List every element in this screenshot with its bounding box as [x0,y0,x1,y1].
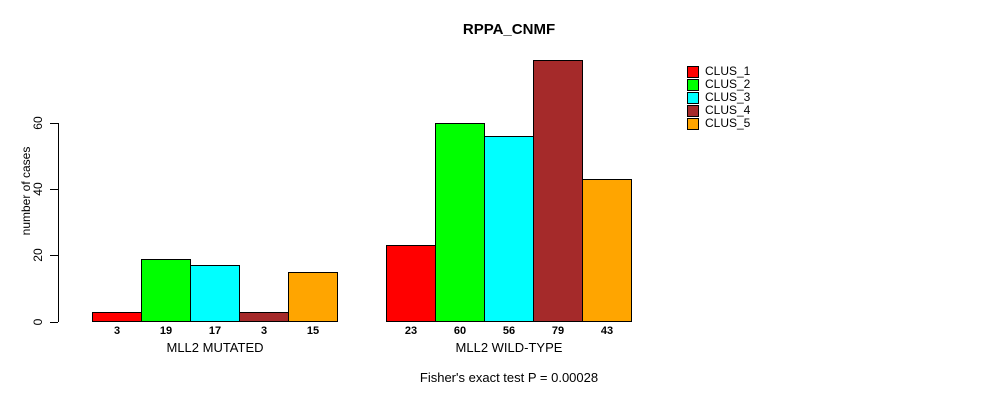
bar-value-label: 17 [208,325,222,337]
bar-clus_4-group1 [239,311,289,322]
fisher-test-annotation: Fisher's exact test P = 0.00028 [419,370,599,385]
legend-label: CLUS_4 [705,103,751,117]
bar-value-label: 60 [453,325,467,337]
y-axis-line [58,123,59,322]
bar-value-label: 15 [306,325,320,337]
y-tick-label: 20 [31,248,45,262]
legend-item-clus_2: CLUS_2 [687,78,750,91]
bar-clus_2-group2 [435,123,485,322]
bar-clus_1-group2 [386,245,436,322]
y-tick-label: 40 [31,182,45,196]
bar-value-label: 19 [159,325,173,337]
x-category-label: MLL2 WILD-TYPE [455,340,563,355]
legend-swatch-icon [687,91,699,104]
bar-clus_1-group1 [92,311,142,322]
legend-swatch-icon [687,104,699,117]
y-axis-tick [50,255,58,257]
chart-title: RPPA_CNMF [462,21,556,38]
bar-value-label: 43 [600,325,614,337]
legend-swatch-icon [687,78,699,91]
x-category-label: MLL2 MUTATED [166,340,264,355]
bar-clus_2-group1 [141,258,191,322]
legend-item-clus_4: CLUS_4 [687,104,750,117]
y-axis-tick [50,123,58,124]
bar-value-label: 79 [551,325,565,337]
legend-item-clus_5: CLUS_5 [687,117,750,130]
y-axis-tick [50,189,58,191]
legend-item-clus_3: CLUS_3 [687,91,750,104]
bar-value-label: 3 [260,325,268,337]
bar-clus_3-group2 [484,136,534,322]
bar-value-label: 23 [404,325,418,337]
legend-label: CLUS_3 [705,90,751,104]
legend-item-clus_1: CLUS_1 [687,65,750,78]
legend: CLUS_1 CLUS_2 CLUS_3 CLUS_4 CLUS_5 [687,65,750,130]
bar-clus_3-group1 [190,265,240,322]
legend-label: CLUS_1 [705,64,751,78]
bar-clus_5-group1 [288,271,338,322]
bar-value-label: 56 [502,325,516,337]
bar-clus_5-group2 [582,179,632,322]
legend-swatch-icon [687,65,699,78]
y-tick-label: 60 [31,116,45,130]
bar-clus_4-group2 [533,60,583,322]
y-tick-label: 0 [31,318,45,325]
legend-swatch-icon [687,117,699,130]
bar-value-label: 3 [113,325,121,337]
y-axis-tick [50,321,58,323]
legend-label: CLUS_5 [705,116,751,130]
legend-label: CLUS_2 [705,77,751,91]
